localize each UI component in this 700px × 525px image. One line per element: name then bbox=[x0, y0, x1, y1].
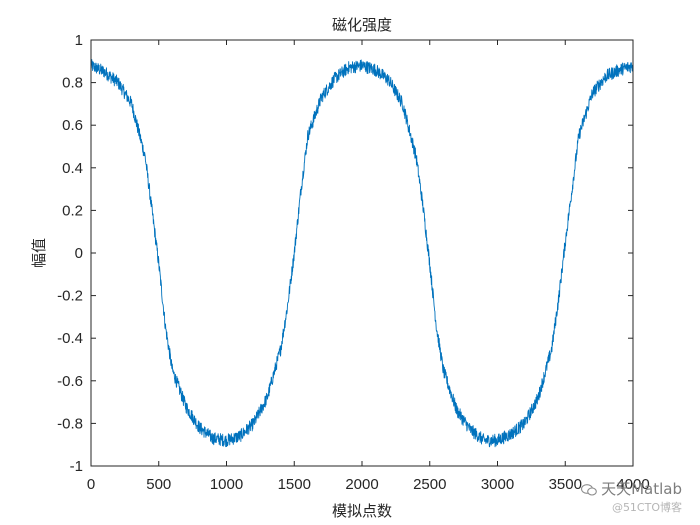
y-tick-label: 0.4 bbox=[62, 160, 83, 177]
y-tick-label: 0.2 bbox=[62, 202, 83, 219]
y-tick-label: 0.6 bbox=[62, 117, 83, 134]
x-tick-label: 2000 bbox=[345, 476, 378, 493]
y-tick-label: 0 bbox=[75, 245, 83, 262]
chart-title: 磁化强度 bbox=[332, 16, 392, 34]
x-tick-label: 1500 bbox=[278, 476, 311, 493]
y-tick-label: -0.4 bbox=[57, 330, 83, 347]
x-tick-label: 4000 bbox=[616, 476, 649, 493]
y-tick-label: -1 bbox=[70, 458, 83, 475]
watermark-source: @51CTO博客 bbox=[611, 501, 682, 514]
y-tick-label: 1 bbox=[75, 32, 83, 49]
plot-frame bbox=[90, 39, 634, 467]
x-tick-label: 0 bbox=[87, 476, 95, 493]
y-tick-label: -0.6 bbox=[57, 373, 83, 390]
y-axis-title: 幅值 bbox=[30, 238, 48, 268]
x-tick-label: 3500 bbox=[549, 476, 582, 493]
plot-area: 0 500 1000 1500 2000 2500 3000 3500 4000 1 0.8 0.6 0… bbox=[57, 32, 650, 493]
x-axis-title: 模拟点数 bbox=[332, 502, 392, 520]
y-tick-label: -0.2 bbox=[57, 288, 83, 305]
x-tick-label: 2500 bbox=[413, 476, 446, 493]
watermark-title: 天天Matlab bbox=[601, 480, 682, 498]
watermark-line1: 天天Matlab bbox=[581, 478, 682, 499]
y-tick-label: -0.8 bbox=[57, 415, 83, 432]
wechat-icon bbox=[581, 483, 597, 496]
x-tick-label: 3000 bbox=[481, 476, 514, 493]
x-tick-label: 500 bbox=[146, 476, 171, 493]
series-line-0 bbox=[90, 59, 634, 448]
y-tick-label: 0.8 bbox=[62, 75, 83, 92]
x-tick-label: 1000 bbox=[210, 476, 243, 493]
watermark: 天天Matlab @51CTO博客 bbox=[581, 478, 682, 515]
